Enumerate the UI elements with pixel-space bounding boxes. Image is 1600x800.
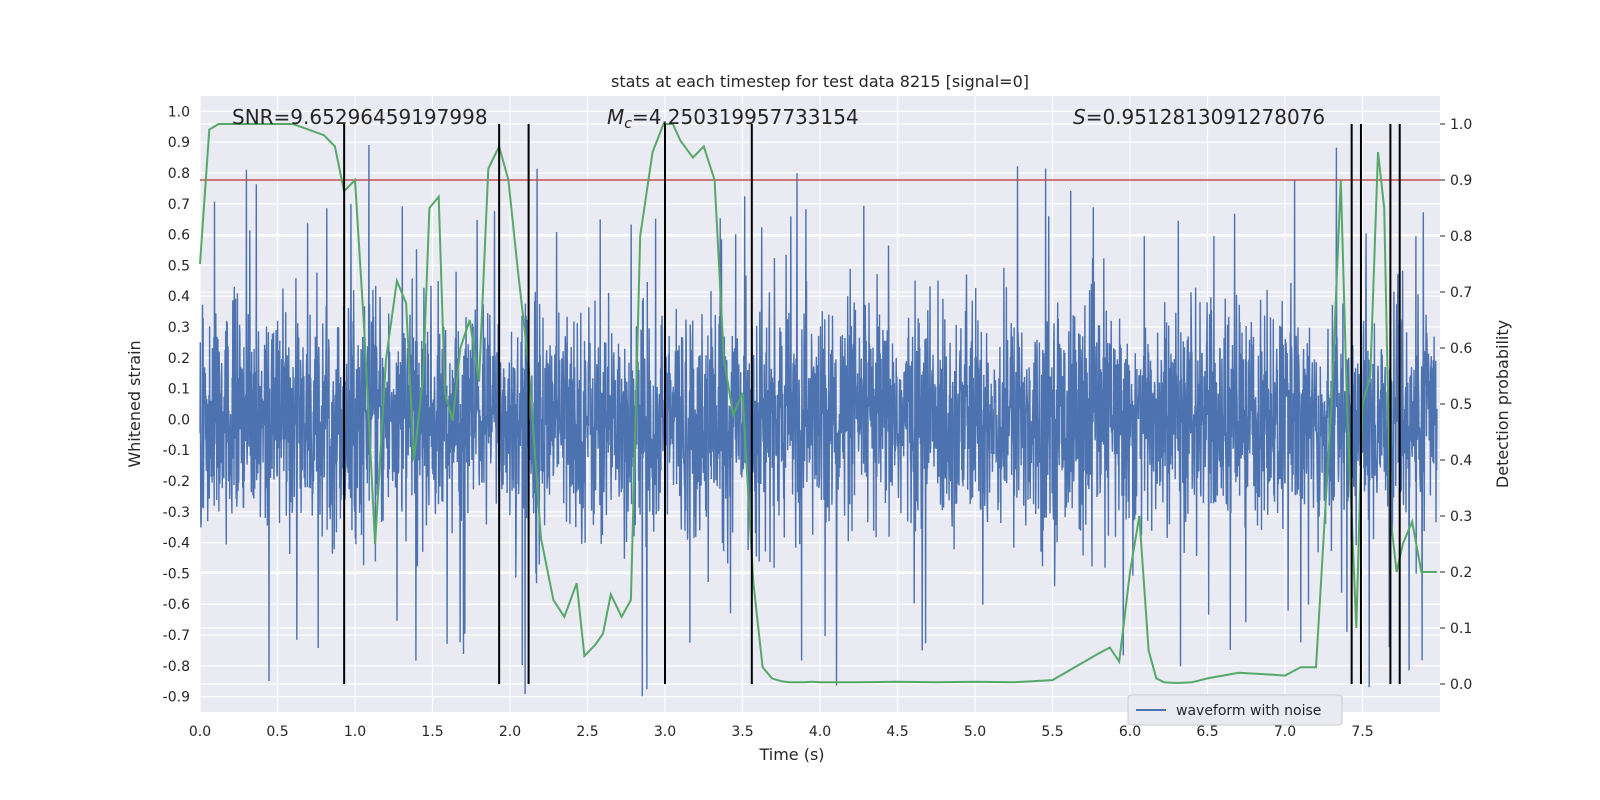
y2-tick-label: 0.0 — [1450, 677, 1472, 693]
y-tick-label: 1.0 — [168, 104, 190, 120]
y-tick-label: 0.6 — [168, 228, 190, 244]
y-tick-label: 0.1 — [168, 382, 190, 398]
x-tick-label: 3.5 — [731, 724, 753, 740]
y-tick-label: -0.1 — [163, 443, 190, 459]
y-tick-label: 0.9 — [168, 135, 190, 151]
y-tick-label: -0.8 — [163, 659, 190, 675]
strain-series — [199, 144, 1438, 697]
x-tick-label: 4.5 — [886, 724, 908, 740]
y-tick-label: -0.7 — [163, 628, 190, 644]
x-tick-labels: 0.0 0.5 1.0 1.5 2.0 2.5 3.0 3.5 4.0 4.5 5.0 5.5 6.0 6… — [189, 724, 1374, 740]
y2-tick-label: 0.5 — [1450, 397, 1472, 413]
y2-tick-label: 0.6 — [1450, 341, 1472, 357]
y2-tick-label: 0.3 — [1450, 509, 1472, 525]
legend-box — [1127, 694, 1343, 726]
x-tick-label: 1.0 — [344, 724, 366, 740]
y2-tick-label: 0.1 — [1450, 621, 1472, 637]
x-tick-label: 5.0 — [964, 724, 986, 740]
y-tick-label: 0.3 — [168, 320, 190, 336]
probability-line — [199, 123, 1437, 684]
y2-tick-label: 0.8 — [1450, 229, 1472, 245]
annotation-snr: SNR=9.65296459197998 — [232, 105, 488, 129]
annotation-chirp-mass: Mc=4.250319957733154 — [607, 105, 859, 132]
y-tick-label: -0.5 — [163, 566, 190, 582]
y2-tick-label: 0.2 — [1450, 565, 1472, 581]
y-tick-label: -0.2 — [163, 474, 190, 490]
probability-series — [199, 123, 1437, 684]
y-tick-label: 0.8 — [168, 166, 190, 182]
y-tick-label: 0.7 — [168, 197, 190, 213]
y-tick-label: -0.9 — [163, 690, 190, 706]
y2-tick-label: 0.4 — [1450, 453, 1472, 469]
y2-axis-label: Detection probability — [1493, 320, 1512, 488]
y2-tick-labels: 1.0 0.9 0.8 0.7 0.6 0.5 0.4 0.3 0.2 0.1 0.0 — [1440, 117, 1472, 693]
x-tick-label: 4.0 — [809, 724, 831, 740]
y2-tick-label: 1.0 — [1450, 117, 1472, 133]
x-tick-label: 7.0 — [1274, 724, 1296, 740]
x-tick-label: 3.0 — [654, 724, 676, 740]
y-tick-label: 0.0 — [168, 412, 190, 428]
y-tick-label: -0.6 — [163, 597, 190, 613]
y-tick-label: 0.4 — [168, 289, 190, 305]
vertical-markers — [343, 124, 1401, 684]
annotation-s: S=0.9512813091278076 — [1073, 105, 1325, 129]
y-tick-label: 0.5 — [168, 258, 190, 274]
legend: waveform with noise — [1127, 694, 1343, 726]
chart-title: stats at each timestep for test data 821… — [611, 72, 1029, 91]
strain-line — [199, 144, 1438, 697]
x-tick-label: 2.5 — [576, 724, 598, 740]
y-axis-label: Whitened strain — [125, 340, 144, 467]
x-axis-label: Time (s) — [758, 745, 824, 764]
y2-tick-label: 0.7 — [1450, 285, 1472, 301]
x-tick-label: 6.0 — [1119, 724, 1141, 740]
x-tick-label: 0.0 — [189, 724, 211, 740]
y-tick-label: -0.3 — [163, 505, 190, 521]
x-tick-label: 5.5 — [1041, 724, 1063, 740]
x-tick-label: 6.5 — [1196, 724, 1218, 740]
y-tick-label: 0.2 — [168, 351, 190, 367]
y-tick-labels: 1.0 0.9 0.8 0.7 0.6 0.5 0.4 0.3 0.2 0.1 0.0 -0.1 -0.… — [163, 104, 190, 705]
y2-tick-label: 0.9 — [1450, 173, 1472, 189]
x-tick-label: 0.5 — [266, 724, 288, 740]
legend-label: waveform with noise — [1176, 703, 1321, 719]
x-tick-label: 2.0 — [499, 724, 521, 740]
x-tick-label: 1.5 — [421, 724, 443, 740]
y-tick-label: -0.4 — [163, 536, 190, 552]
x-tick-label: 7.5 — [1351, 724, 1373, 740]
